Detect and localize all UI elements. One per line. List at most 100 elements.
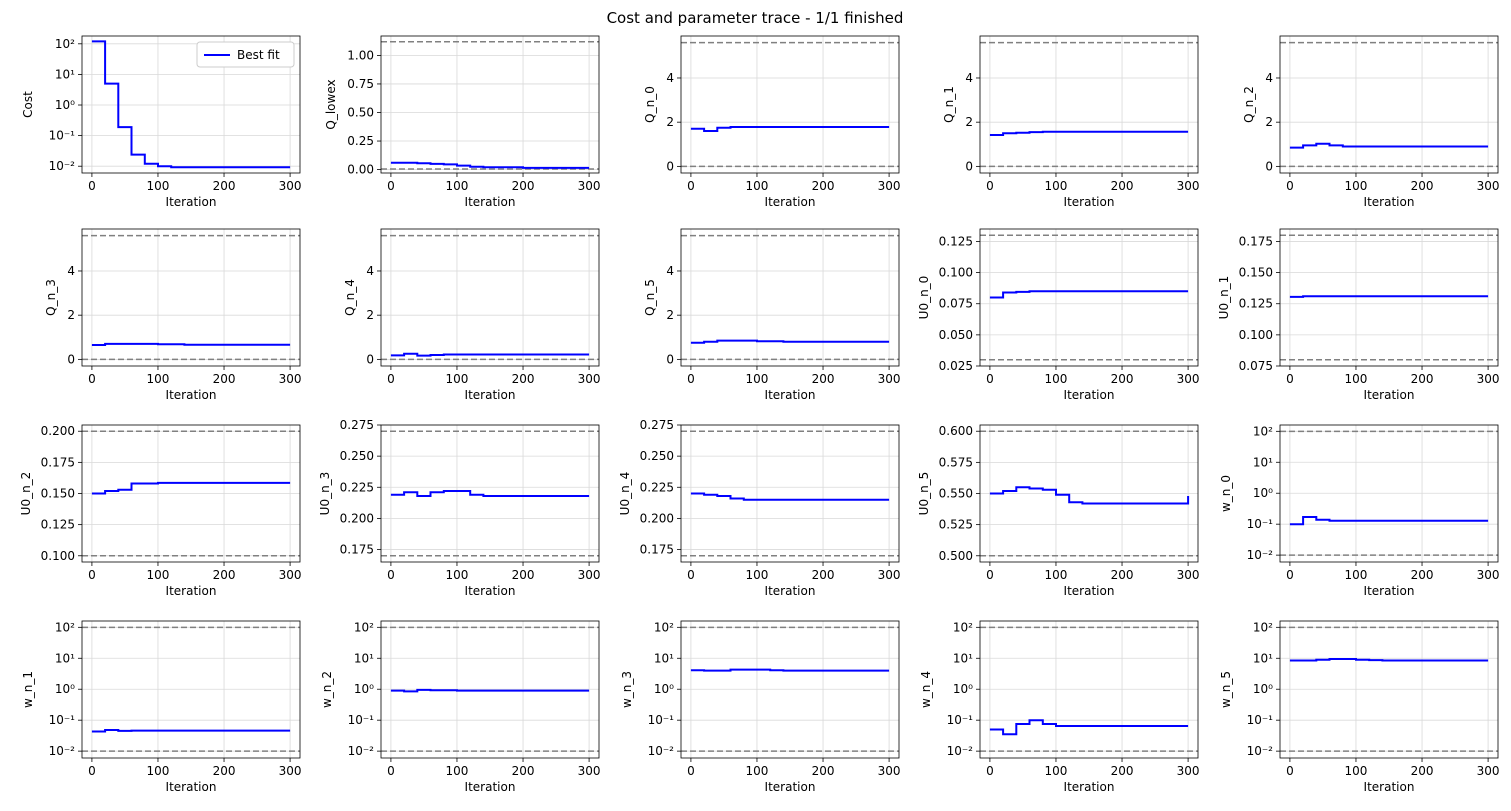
x-tick-label: 0 (687, 568, 695, 582)
series-best-fit-line (1289, 295, 1489, 298)
y-tick-label: 10⁻² (49, 744, 76, 758)
y-tick-label: 0.175 (41, 455, 75, 469)
x-axis-label: Iteration (1064, 584, 1115, 598)
y-tick-label: 4 (666, 71, 674, 85)
series-best-fit-line (1289, 658, 1489, 662)
subplot-w_n_1: 0 100 200 300 10⁻² 10⁻¹ 10⁰ 10¹ 10² Iteration w_n_… (21, 620, 302, 794)
y-axis-label: U0_n_2 (19, 472, 33, 516)
series-best-fit-line (390, 688, 590, 693)
x-axis-label: Iteration (1364, 388, 1415, 402)
y-tick-label: 0.100 (1239, 328, 1273, 342)
x-tick-label: 100 (1345, 764, 1368, 778)
y-tick-label: 10⁻² (348, 744, 375, 758)
x-tick-label: 200 (1111, 179, 1134, 193)
y-tick-label: 0.100 (939, 266, 973, 280)
x-tick-label: 200 (1411, 179, 1434, 193)
x-tick-label: 0 (387, 179, 395, 193)
x-tick-label: 100 (746, 764, 769, 778)
y-tick-label: 4 (366, 264, 374, 278)
y-tick-label: 0.050 (939, 328, 973, 342)
y-axis-label: w_n_4 (919, 671, 933, 708)
y-tick-label: 0.200 (640, 511, 674, 525)
x-axis-label: Iteration (1064, 780, 1115, 794)
x-tick-label: 200 (1111, 568, 1134, 582)
y-tick-label: 0.250 (340, 449, 374, 463)
axes-frame (380, 35, 600, 174)
x-tick-label: 200 (1411, 568, 1434, 582)
y-tick-label: 10¹ (953, 651, 973, 665)
x-tick-label: 200 (512, 764, 535, 778)
series-best-fit-line (390, 161, 590, 169)
x-axis-label: Iteration (465, 195, 516, 209)
series-best-fit-line (91, 729, 291, 733)
x-tick-label: 200 (1111, 372, 1134, 386)
y-tick-label: 0.125 (939, 234, 973, 248)
x-axis-label: Iteration (166, 584, 217, 598)
y-axis-label: Q_n_2 (1242, 86, 1256, 123)
y-tick-label: 0.125 (41, 518, 75, 532)
series-best-fit-line (989, 486, 1190, 505)
subplot-w_n_0: 0 100 200 300 10⁻² 10⁻¹ 10⁰ 10¹ 10² Iteration w_n_… (1219, 424, 1500, 598)
x-tick-label: 100 (446, 372, 469, 386)
x-tick-label: 100 (446, 179, 469, 193)
y-tick-label: 2 (965, 115, 973, 129)
y-tick-label: 0.150 (41, 487, 75, 501)
y-tick-label: 10⁰ (55, 98, 75, 112)
x-axis-label: Iteration (465, 388, 516, 402)
axes-frame (680, 35, 900, 174)
y-axis-label: Q_n_3 (44, 279, 58, 316)
axes-frame (380, 424, 600, 563)
x-tick-label: 100 (1045, 179, 1068, 193)
y-axis-label: U0_n_5 (917, 472, 931, 516)
subplot-w_n_2: 0 100 200 300 10⁻² 10⁻¹ 10⁰ 10¹ 10² Iteration w_n_… (320, 620, 601, 794)
y-tick-label: 10⁰ (1253, 682, 1273, 696)
y-tick-label: 0.175 (640, 543, 674, 557)
subplot-Q_n_3: 0 100 200 300 0 2 4 Iteration Q_n_3 (44, 228, 302, 402)
y-axis-label: Q_n_5 (643, 279, 657, 316)
subplot-U0_n_1: 0 100 200 300 0.075 0.100 0.125 0.150 0.175 Itera… (1217, 228, 1500, 402)
x-axis-label: Iteration (166, 388, 217, 402)
legend-box (196, 41, 295, 68)
x-tick-label: 100 (1345, 372, 1368, 386)
axes-frame (680, 424, 900, 563)
subplot-w_n_3: 0 100 200 300 10⁻² 10⁻¹ 10⁰ 10¹ 10² Iteration w_n_… (620, 620, 901, 794)
x-tick-label: 300 (878, 179, 901, 193)
y-tick-label: 10² (354, 620, 374, 634)
y-tick-label: 10⁻² (49, 159, 76, 173)
y-tick-label: 10¹ (55, 67, 75, 81)
y-tick-label: 10¹ (1253, 455, 1273, 469)
axes-frame (979, 228, 1199, 367)
x-tick-label: 300 (1477, 372, 1500, 386)
series-best-fit-line (91, 481, 291, 495)
x-tick-label: 200 (213, 179, 236, 193)
x-axis-label: Iteration (465, 780, 516, 794)
subplot-grid: 0 100 200 30010⁻²10⁻¹10⁰10¹10²IterationCost… (19, 35, 1500, 794)
y-tick-label: 10⁻² (1247, 744, 1274, 758)
y-axis-label: w_n_3 (620, 671, 634, 708)
y-tick-label: 10¹ (55, 651, 75, 665)
y-tick-label: 0 (666, 352, 674, 366)
x-tick-label: 200 (213, 764, 236, 778)
y-axis-label: U0_n_4 (618, 472, 632, 516)
y-tick-label: 0.100 (41, 549, 75, 563)
x-tick-label: 300 (1177, 372, 1200, 386)
y-tick-label: 0.550 (939, 487, 973, 501)
y-tick-label: 10⁰ (1253, 486, 1273, 500)
x-tick-label: 100 (147, 764, 170, 778)
x-tick-label: 200 (1411, 372, 1434, 386)
axes-frame (81, 228, 301, 367)
y-tick-label: 0 (67, 352, 75, 366)
y-tick-label: 0.275 (640, 418, 674, 432)
series-best-fit-line (390, 490, 590, 497)
x-tick-label: 300 (1477, 568, 1500, 582)
series-best-fit-line (989, 290, 1189, 299)
y-tick-label: 10⁰ (953, 682, 973, 696)
x-tick-label: 0 (88, 179, 96, 193)
x-axis-label: Iteration (166, 195, 217, 209)
y-tick-label: 0.250 (640, 449, 674, 463)
x-tick-label: 0 (1286, 372, 1294, 386)
x-axis-label: Iteration (765, 584, 816, 598)
subplot-U0_n_4: 0 100 200 300 0.175 0.200 0.225 0.250 0.275 Itera… (618, 418, 901, 598)
y-tick-label: 0.075 (1239, 359, 1273, 373)
